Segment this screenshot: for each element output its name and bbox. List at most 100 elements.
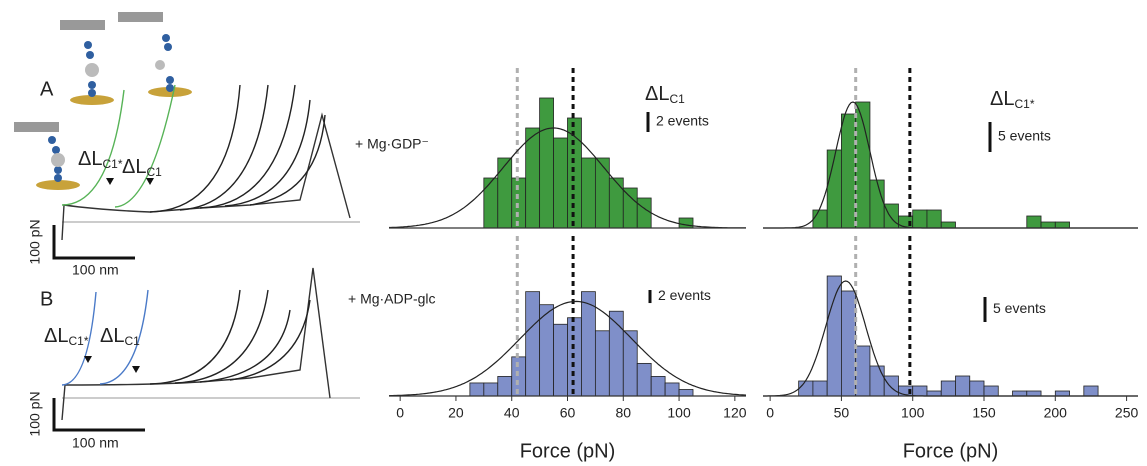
arrowheads [84, 356, 140, 373]
title-sub: C1 [669, 92, 685, 106]
surface-icon [36, 180, 80, 190]
histogram-bar [869, 179, 885, 229]
histogram-bar [883, 375, 899, 397]
panel-label: B [40, 288, 53, 310]
arrowheads [106, 178, 154, 185]
x-tick-label: 100 [901, 405, 925, 421]
trace-label: ΔLC1* [44, 325, 89, 348]
histogram-bar [525, 291, 541, 397]
histogram-bar [539, 97, 554, 229]
x-axis-label: Force (pN) [903, 440, 999, 462]
histogram-bar [636, 362, 652, 397]
label-sub: C1 [146, 165, 162, 179]
histogram-bar [678, 389, 694, 397]
histogram-bar [812, 209, 828, 229]
scale-bar-label: 2 events [658, 287, 711, 303]
label-main: ΔL [100, 325, 124, 347]
fit-trace [149, 289, 311, 385]
histogram-bar [636, 197, 652, 229]
histogram-bar [940, 221, 956, 229]
x-tick-label: 80 [615, 405, 631, 421]
histogram-bar [553, 137, 568, 229]
x-tick-label: 250 [1115, 405, 1139, 421]
x-tick-label: 120 [723, 405, 747, 421]
fit-trace [149, 84, 326, 213]
label-main: ΔL [78, 148, 102, 170]
histogram-bar [841, 290, 857, 397]
label-sub: C1* [102, 157, 122, 171]
scale-bar [52, 398, 145, 432]
histogram-bar [469, 382, 485, 397]
histogram-bar [497, 157, 513, 229]
title-sub: C1* [1014, 97, 1034, 111]
annotation: + Mg·ADP-glc [348, 291, 436, 307]
histogram-bar [650, 376, 666, 397]
trace-label: ΔLC1* [78, 148, 123, 171]
scale-bar-label: 5 events [998, 128, 1051, 144]
cantilever-icon [60, 20, 105, 30]
scale-bar-label: 5 events [993, 300, 1046, 316]
histogram-bar [855, 345, 871, 397]
trace-label: ΔLC1 [100, 325, 140, 348]
chart-title: ΔLC1 [645, 83, 685, 106]
histogram-bar [955, 375, 971, 397]
x-tick-label: 0 [396, 405, 404, 421]
label-main: ΔL [122, 156, 146, 178]
histogram-bar [581, 291, 596, 397]
histogram-bar [926, 390, 942, 397]
force-scale-label: 100 pN [27, 219, 43, 264]
histogram-bar [983, 385, 999, 397]
force-trace [61, 112, 351, 241]
fit-trace [61, 289, 149, 386]
histogram-bar [798, 380, 814, 397]
histogram-bar [678, 217, 694, 229]
histogram-bar [1054, 390, 1070, 397]
fit-curve [389, 127, 746, 229]
x-tick-label: 60 [560, 405, 576, 421]
histogram-bar [525, 127, 541, 229]
trace-panel-a: A ΔLC1* ΔLC1 100 pN 100 nm [14, 12, 360, 278]
histogram-bar [553, 323, 568, 397]
histogram-bar [1026, 215, 1042, 229]
title-main: ΔL [645, 83, 669, 105]
label-sub: C1* [68, 334, 88, 348]
histogram-bar [622, 187, 638, 229]
histogram-bar [1040, 221, 1056, 229]
histogram-bar [841, 113, 857, 229]
trace-label: ΔLC1 [122, 156, 162, 179]
histogram-bar [883, 203, 899, 229]
histogram-bar [969, 380, 985, 397]
trace-panel-b: B ΔLC1* ΔLC1 100 pN 100 nm [27, 267, 360, 451]
scale-bar [52, 225, 135, 260]
fit-trace [61, 84, 176, 208]
distance-scale-label: 100 nm [72, 435, 119, 451]
x-tick-label: 20 [448, 405, 464, 421]
histogram-bar [622, 330, 638, 397]
histogram-bar [483, 382, 499, 397]
histogram-bar [912, 385, 928, 397]
histogram-bar [664, 382, 680, 397]
annotation: + Mg·GDP⁻ [355, 136, 429, 152]
fit-curve [763, 280, 1138, 397]
label-main: ΔL [44, 325, 68, 347]
histogram-bar [594, 157, 610, 229]
histogram-bar [826, 149, 842, 229]
histogram-bar [1083, 385, 1099, 397]
distance-scale-label: 100 nm [72, 262, 119, 278]
x-tick-label: 100 [667, 405, 691, 421]
scale-bar-label: 2 events [656, 113, 709, 129]
chart-title: ΔLC1* [990, 88, 1035, 111]
label-sub: C1 [124, 334, 140, 348]
histogram-bar [594, 330, 610, 397]
histogram-bar [483, 177, 499, 229]
force-scale-label: 100 pN [27, 391, 43, 436]
cantilever-icon [118, 12, 163, 22]
histogram-bar [826, 275, 842, 397]
x-tick-label: 0 [766, 405, 774, 421]
x-tick-label: 200 [1044, 405, 1068, 421]
histogram-bar [1054, 221, 1070, 229]
surface-icon [70, 95, 114, 105]
histogram-bar [1026, 390, 1042, 397]
fit-curve [763, 101, 1138, 229]
domain-icons [51, 60, 165, 167]
